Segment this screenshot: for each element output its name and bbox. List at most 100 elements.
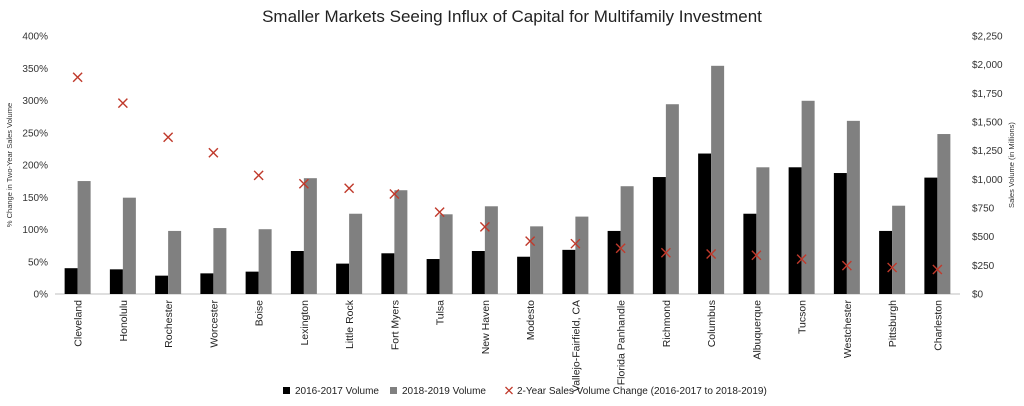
volume-change-marker xyxy=(208,147,219,158)
category-label: Charleston xyxy=(932,300,944,351)
category-label: Westchester xyxy=(842,300,854,359)
category-label: Little Rock xyxy=(344,299,356,349)
bar-volume-2018-2019 xyxy=(575,216,589,294)
category-label: Boise xyxy=(254,300,266,326)
bar-volume-2016-2017 xyxy=(788,167,802,294)
category-label: Vallejo-Fairfield, CA xyxy=(570,300,582,392)
volume-change-marker xyxy=(751,250,762,261)
bar-volume-2016-2017 xyxy=(426,259,440,294)
volume-change-marker xyxy=(525,236,536,247)
bar-volume-2018-2019 xyxy=(711,65,725,295)
right-axis-tick-label: $1,500 xyxy=(972,118,1003,129)
marker-stroke xyxy=(570,238,581,249)
bar-volume-2016-2017 xyxy=(381,253,395,294)
marker-stroke xyxy=(796,254,807,265)
volume-change-marker xyxy=(796,254,807,265)
volume-change-marker xyxy=(615,243,626,254)
bar-volume-2018-2019 xyxy=(846,120,860,294)
bar-volume-2016-2017 xyxy=(471,251,485,294)
bar-volume-2018-2019 xyxy=(756,167,770,294)
marker-stroke xyxy=(253,170,264,181)
bar-volume-2016-2017 xyxy=(336,263,350,294)
marker-stroke xyxy=(660,247,671,258)
bar-volume-2016-2017 xyxy=(607,230,621,294)
bar-volume-2016-2017 xyxy=(245,271,259,294)
left-axis-tick-label: 200% xyxy=(22,161,48,172)
left-axis-tick-label: 100% xyxy=(22,225,48,236)
bar-volume-2016-2017 xyxy=(698,153,712,294)
marker-stroke xyxy=(344,183,355,194)
marker-stroke xyxy=(117,98,128,109)
marker-stroke xyxy=(298,178,309,189)
marker-stroke xyxy=(434,207,445,218)
marker-stroke xyxy=(163,132,174,143)
bar-volume-2016-2017 xyxy=(652,177,666,294)
left-axis-tick-label: 300% xyxy=(22,96,48,107)
bar-volume-2018-2019 xyxy=(439,214,453,294)
category-label: Fort Myers xyxy=(389,300,401,350)
marker-stroke xyxy=(208,147,219,158)
left-axis-title: % Change in Two-Year Sales Volume xyxy=(5,103,14,227)
category-label: Albuquerque xyxy=(751,300,763,360)
volume-change-marker xyxy=(253,170,264,181)
category-label: Columbus xyxy=(706,300,718,347)
marker-stroke xyxy=(615,243,626,254)
bar-volume-2018-2019 xyxy=(484,206,498,294)
legend-swatch xyxy=(283,387,290,394)
bar-volume-2016-2017 xyxy=(517,256,531,294)
left-axis-tick-label: 250% xyxy=(22,128,48,139)
bar-volume-2018-2019 xyxy=(303,178,317,294)
legend-item: 2018-2019 Volume xyxy=(390,386,486,397)
right-axis-tick-label: $250 xyxy=(972,261,995,272)
marker-stroke xyxy=(841,260,852,271)
category-label: Richmond xyxy=(661,300,673,347)
category-label: Honolulu xyxy=(118,300,130,342)
bar-volume-2018-2019 xyxy=(122,197,136,294)
bar-volume-2018-2019 xyxy=(77,181,91,294)
bar-volume-2016-2017 xyxy=(109,269,123,294)
category-label: Tulsa xyxy=(435,300,447,325)
category-label: Florida Panhandle xyxy=(616,300,628,385)
bar-volume-2018-2019 xyxy=(530,226,544,294)
bar-volume-2018-2019 xyxy=(801,100,815,294)
marker-stroke xyxy=(389,189,400,200)
right-axis-tick-label: $1,250 xyxy=(972,146,1003,157)
volume-change-marker xyxy=(479,221,490,232)
right-axis-tick-label: $0 xyxy=(972,290,984,301)
category-label: Cleveland xyxy=(73,300,85,347)
bar-volume-2016-2017 xyxy=(562,249,576,294)
volume-change-marker xyxy=(706,249,717,260)
volume-change-marker xyxy=(887,262,898,273)
bar-volume-2018-2019 xyxy=(213,228,227,294)
chart-title: Smaller Markets Seeing Influx of Capital… xyxy=(262,7,762,26)
category-label: Modesto xyxy=(525,300,537,340)
bar-volume-2018-2019 xyxy=(349,213,363,294)
marker-stroke xyxy=(706,249,717,260)
legend-marker xyxy=(505,386,513,395)
right-axis-title: Sales Volume (in Millions) xyxy=(1007,122,1016,208)
left-axis-tick-label: 150% xyxy=(22,193,48,204)
category-label: Tucson xyxy=(797,300,809,334)
bar-volume-2016-2017 xyxy=(200,273,214,294)
bar-volume-2018-2019 xyxy=(258,229,272,294)
bar-volume-2018-2019 xyxy=(937,134,951,294)
category-label: Lexington xyxy=(299,300,311,346)
right-axis-tick-label: $750 xyxy=(972,204,995,215)
legend-item: 2016-2017 Volume xyxy=(283,386,379,397)
bar-volume-2016-2017 xyxy=(64,268,78,294)
bar-volume-2018-2019 xyxy=(394,190,408,294)
bar-volume-2016-2017 xyxy=(833,173,847,294)
legend-item: 2-Year Sales Volume Change (2016-2017 to… xyxy=(505,386,767,397)
bar-volume-2016-2017 xyxy=(743,213,757,294)
volume-change-marker xyxy=(570,238,581,249)
right-axis-tick-label: $1,750 xyxy=(972,89,1003,100)
right-axis-tick-label: $500 xyxy=(972,232,995,243)
volume-change-marker xyxy=(72,72,83,83)
category-label: Rochester xyxy=(163,300,175,348)
right-axis-tick-label: $2,000 xyxy=(972,60,1003,71)
bar-volume-2016-2017 xyxy=(879,230,893,294)
volume-change-marker xyxy=(344,183,355,194)
bar-volume-2016-2017 xyxy=(155,275,169,294)
